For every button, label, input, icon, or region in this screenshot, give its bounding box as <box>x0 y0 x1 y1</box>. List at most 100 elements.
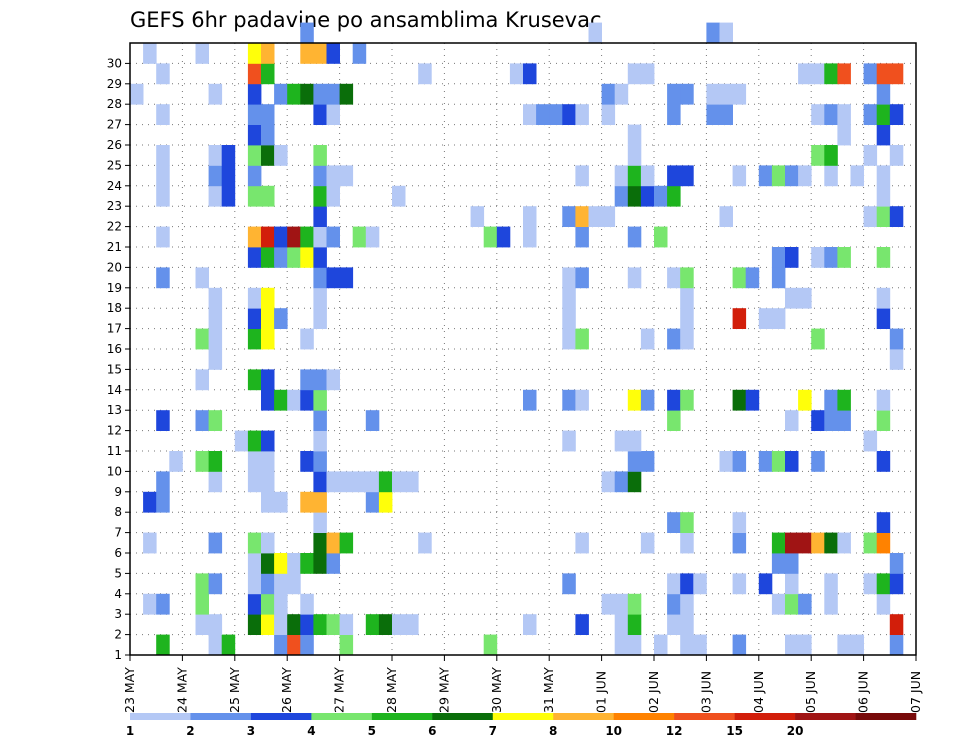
heatmap-cell <box>195 410 209 431</box>
legend-swatch <box>432 713 494 720</box>
y-tick-label: 5 <box>114 566 122 580</box>
heatmap-cell <box>261 593 275 615</box>
heatmap-cell <box>627 634 642 656</box>
heatmap-cell <box>208 185 223 207</box>
heatmap-cell <box>863 573 878 595</box>
heatmap-cell <box>785 451 799 472</box>
heatmap-cell <box>156 226 170 248</box>
heatmap-cell <box>889 63 904 85</box>
heatmap-cell <box>261 491 275 513</box>
heatmap-cell <box>640 165 655 187</box>
heatmap-cell <box>156 593 170 615</box>
heatmap-cell <box>156 185 170 207</box>
heatmap-cell <box>313 451 327 472</box>
heatmap-cell <box>300 593 314 615</box>
heatmap-cell <box>758 308 773 329</box>
y-tick-label: 3 <box>114 607 122 621</box>
heatmap-cell <box>745 389 760 411</box>
heatmap-cell <box>418 63 432 85</box>
heatmap-cell <box>719 451 733 472</box>
y-tick-label: 4 <box>114 587 122 601</box>
heatmap-cell <box>680 308 694 329</box>
heatmap-cell <box>300 369 314 391</box>
heatmap-cell <box>680 614 694 635</box>
heatmap-cell <box>247 165 262 187</box>
heatmap-cell <box>287 247 301 268</box>
y-tick-label: 27 <box>107 118 122 132</box>
x-tick-label: 29 MAY <box>436 667 451 713</box>
heatmap-cell <box>208 287 223 309</box>
heatmap-cell <box>667 267 681 289</box>
heatmap-cell <box>667 104 681 125</box>
heatmap-cell <box>863 206 878 227</box>
heatmap-cell <box>287 573 301 595</box>
heatmap-cell <box>523 206 537 227</box>
heatmap-cell <box>627 63 642 85</box>
heatmap-cell <box>824 573 838 595</box>
heatmap-cell <box>627 614 642 635</box>
heatmap-cell <box>876 124 891 146</box>
x-tick-label: 06 JUN <box>856 671 871 713</box>
heatmap-cell <box>326 369 340 391</box>
heatmap-cell <box>706 83 720 105</box>
heatmap-cell <box>208 471 223 493</box>
heatmap-cell <box>313 614 327 635</box>
heatmap-cell <box>706 104 720 125</box>
heatmap-cell <box>785 410 799 431</box>
heatmap-cell <box>680 512 694 533</box>
heatmap-cell <box>339 532 354 554</box>
heatmap-cell <box>627 165 642 187</box>
heatmap-cell <box>274 593 288 615</box>
y-tick-label: 26 <box>107 138 122 152</box>
heatmap-cell <box>339 614 354 635</box>
heatmap-cell <box>418 532 432 554</box>
heatmap-cell <box>863 104 878 125</box>
heatmap-cell <box>274 247 288 268</box>
heatmap-cell <box>247 124 262 146</box>
x-tick-label: 31 MAY <box>541 667 556 713</box>
heatmap-cell <box>313 512 327 533</box>
heatmap-cell <box>313 185 327 207</box>
heatmap-cell <box>732 308 747 329</box>
heatmap-cell <box>208 410 223 431</box>
heatmap-cell <box>706 22 720 44</box>
legend-label: 2 <box>186 724 194 738</box>
x-tick-label: 28 MAY <box>384 667 399 713</box>
heatmap-cell <box>326 532 340 554</box>
heatmap-cell <box>156 491 170 513</box>
legend-label: 4 <box>307 724 315 738</box>
heatmap-cell <box>483 226 498 248</box>
heatmap-cell <box>798 532 812 554</box>
heatmap-cell <box>627 124 642 146</box>
heatmap-cell <box>837 247 851 268</box>
heatmap-cell <box>627 471 642 493</box>
heatmap-cell <box>667 185 681 207</box>
heatmap-cell <box>208 308 223 329</box>
heatmap-cell <box>654 634 668 656</box>
heatmap-cell <box>785 247 799 268</box>
legend-label: 1 <box>126 724 134 738</box>
heatmap-cell <box>889 206 904 227</box>
x-tick-label: 27 MAY <box>332 667 347 713</box>
heatmap-cell <box>614 165 629 187</box>
heatmap-cell <box>575 267 589 289</box>
legend-label: 10 <box>605 724 622 738</box>
y-tick-label: 24 <box>107 179 122 193</box>
x-tick-label: 07 JUN <box>908 671 923 713</box>
heatmap-cell <box>300 226 314 248</box>
heatmap-cell <box>274 83 288 105</box>
heatmap-cell <box>824 145 838 166</box>
heatmap-cell <box>798 165 812 187</box>
heatmap-cell <box>247 287 262 309</box>
heatmap-cell <box>247 104 262 125</box>
heatmap-cell <box>680 593 694 615</box>
y-tick-label: 10 <box>107 464 122 478</box>
heatmap-cell <box>876 573 891 595</box>
heatmap-cell <box>300 634 314 656</box>
heatmap-cell <box>378 471 393 493</box>
heatmap-cell <box>758 451 773 472</box>
y-tick-label: 13 <box>107 403 122 417</box>
heatmap-cell <box>208 634 223 656</box>
heatmap-cell <box>876 104 891 125</box>
